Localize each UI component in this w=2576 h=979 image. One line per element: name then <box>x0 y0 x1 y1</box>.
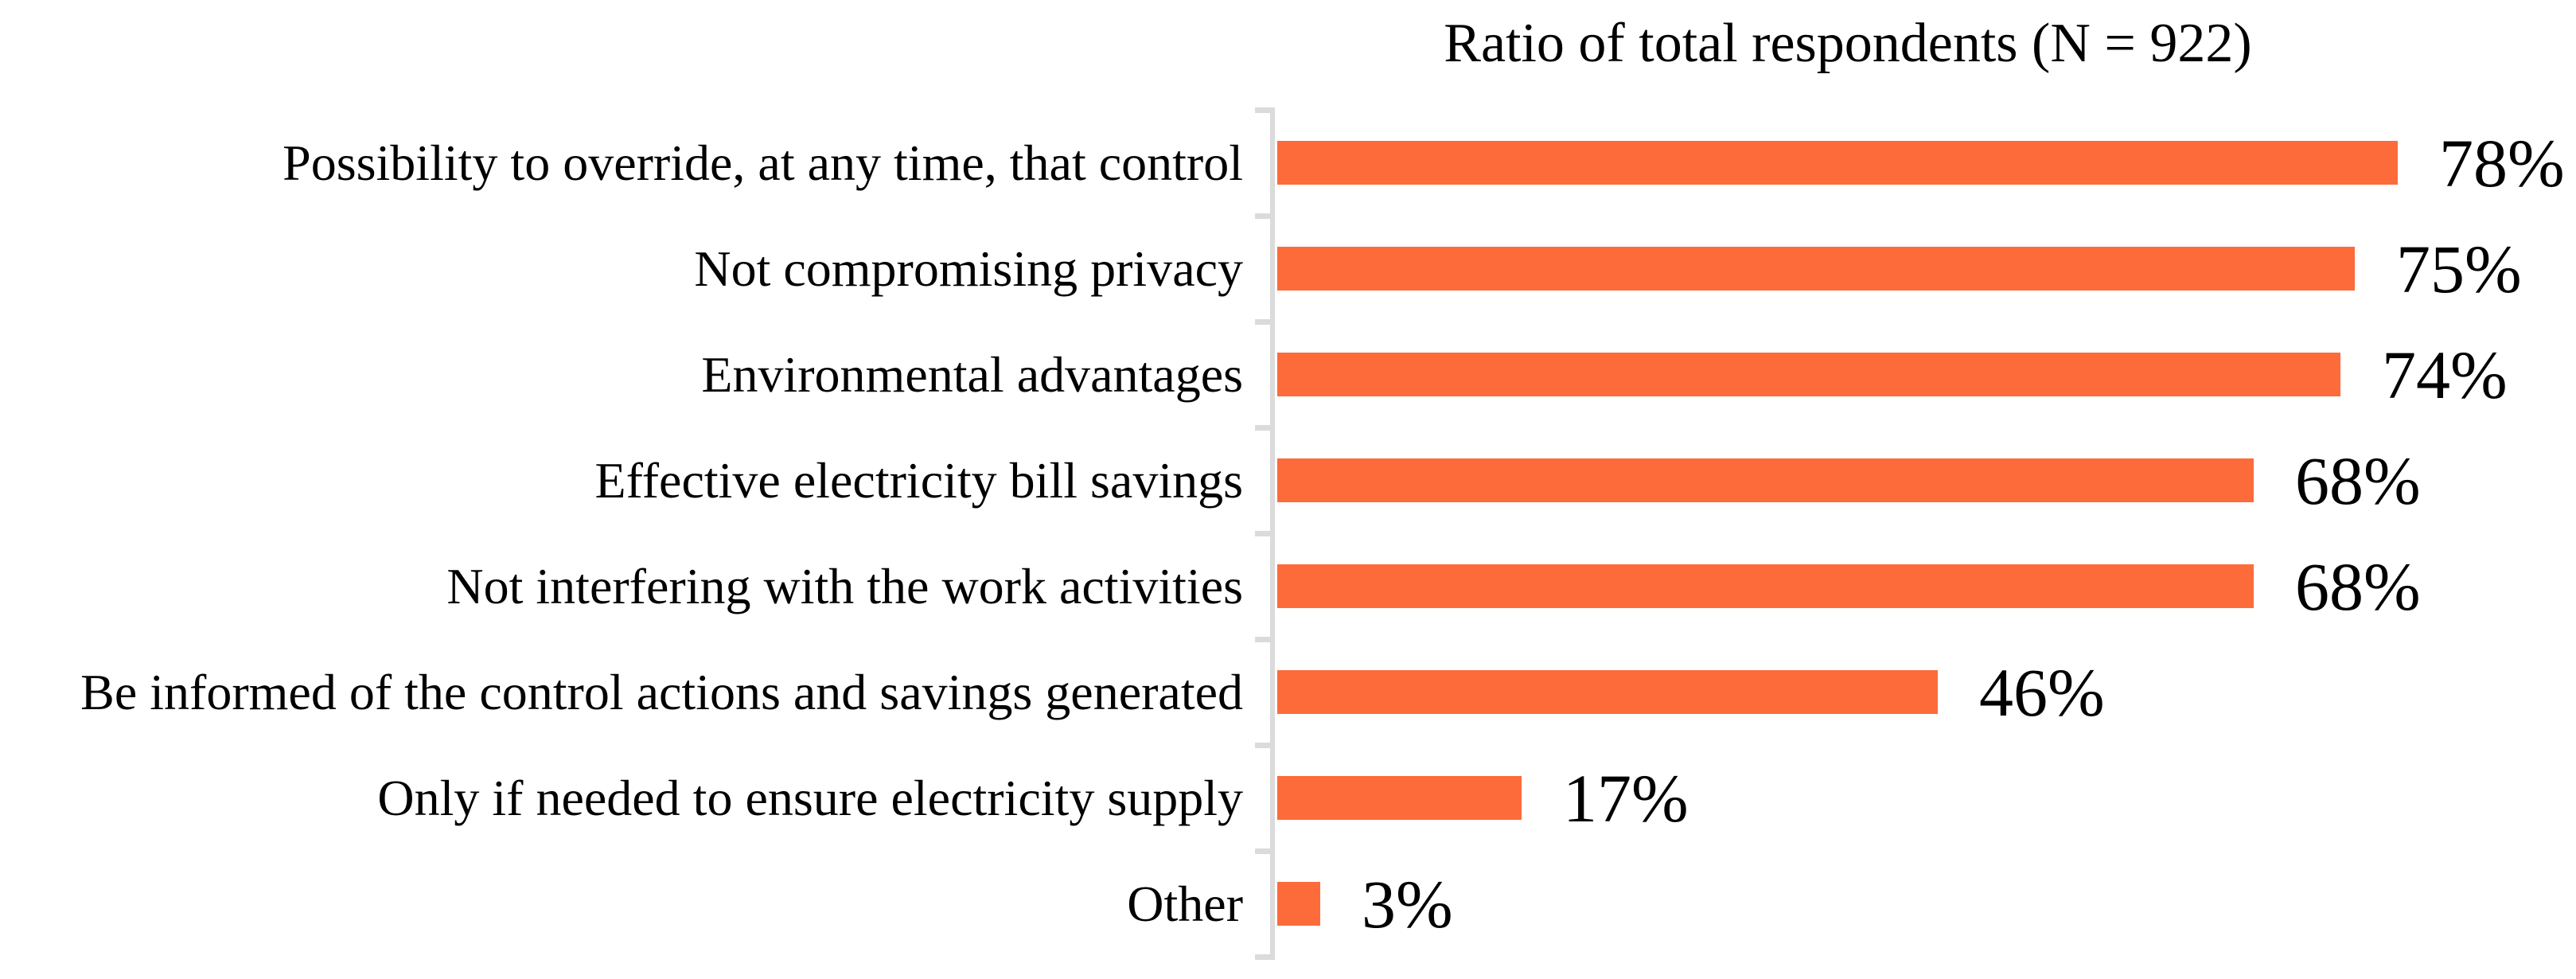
bar <box>1277 882 1320 926</box>
category-label: Effective electricity bill savings <box>594 451 1243 509</box>
bar <box>1277 458 2254 502</box>
bar <box>1277 353 2340 396</box>
axis-tick <box>1255 742 1275 748</box>
axis-tick <box>1255 848 1275 854</box>
category-label: Not compromising privacy <box>694 240 1243 297</box>
bar <box>1277 776 1522 820</box>
bar <box>1277 141 2398 185</box>
value-label: 3% <box>1362 865 1453 942</box>
value-label: 75% <box>2396 230 2522 307</box>
category-label: Environmental advantages <box>701 345 1243 403</box>
axis-tick <box>1255 107 1275 113</box>
axis-tick <box>1255 954 1275 960</box>
axis-tick <box>1255 530 1275 536</box>
chart-title: Ratio of total respondents (N = 922) <box>1444 13 2252 74</box>
axis-tick <box>1255 318 1275 325</box>
category-label: Not interfering with the work activities <box>446 557 1243 614</box>
category-label: Only if needed to ensure electricity sup… <box>377 769 1243 826</box>
bar <box>1277 670 1938 714</box>
value-label: 68% <box>2295 548 2421 625</box>
value-label: 46% <box>1979 653 2105 731</box>
bar <box>1277 564 2254 608</box>
axis-tick <box>1255 213 1275 219</box>
category-label: Possibility to override, at any time, th… <box>283 134 1243 191</box>
category-label: Be informed of the control actions and s… <box>80 663 1243 720</box>
axis-tick <box>1255 636 1275 642</box>
value-label: 78% <box>2439 124 2565 201</box>
bar <box>1277 247 2355 291</box>
value-label: 74% <box>2382 336 2508 413</box>
value-label: 17% <box>1563 759 1689 837</box>
axis-tick <box>1255 424 1275 431</box>
value-label: 68% <box>2295 442 2421 519</box>
category-label: Other <box>1127 875 1243 932</box>
